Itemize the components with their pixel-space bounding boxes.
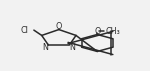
Text: O: O	[56, 22, 62, 31]
Text: CH₃: CH₃	[106, 27, 121, 36]
Text: O: O	[94, 27, 100, 36]
Text: N: N	[69, 43, 75, 52]
Text: Cl: Cl	[21, 26, 29, 35]
Text: N: N	[42, 43, 48, 52]
